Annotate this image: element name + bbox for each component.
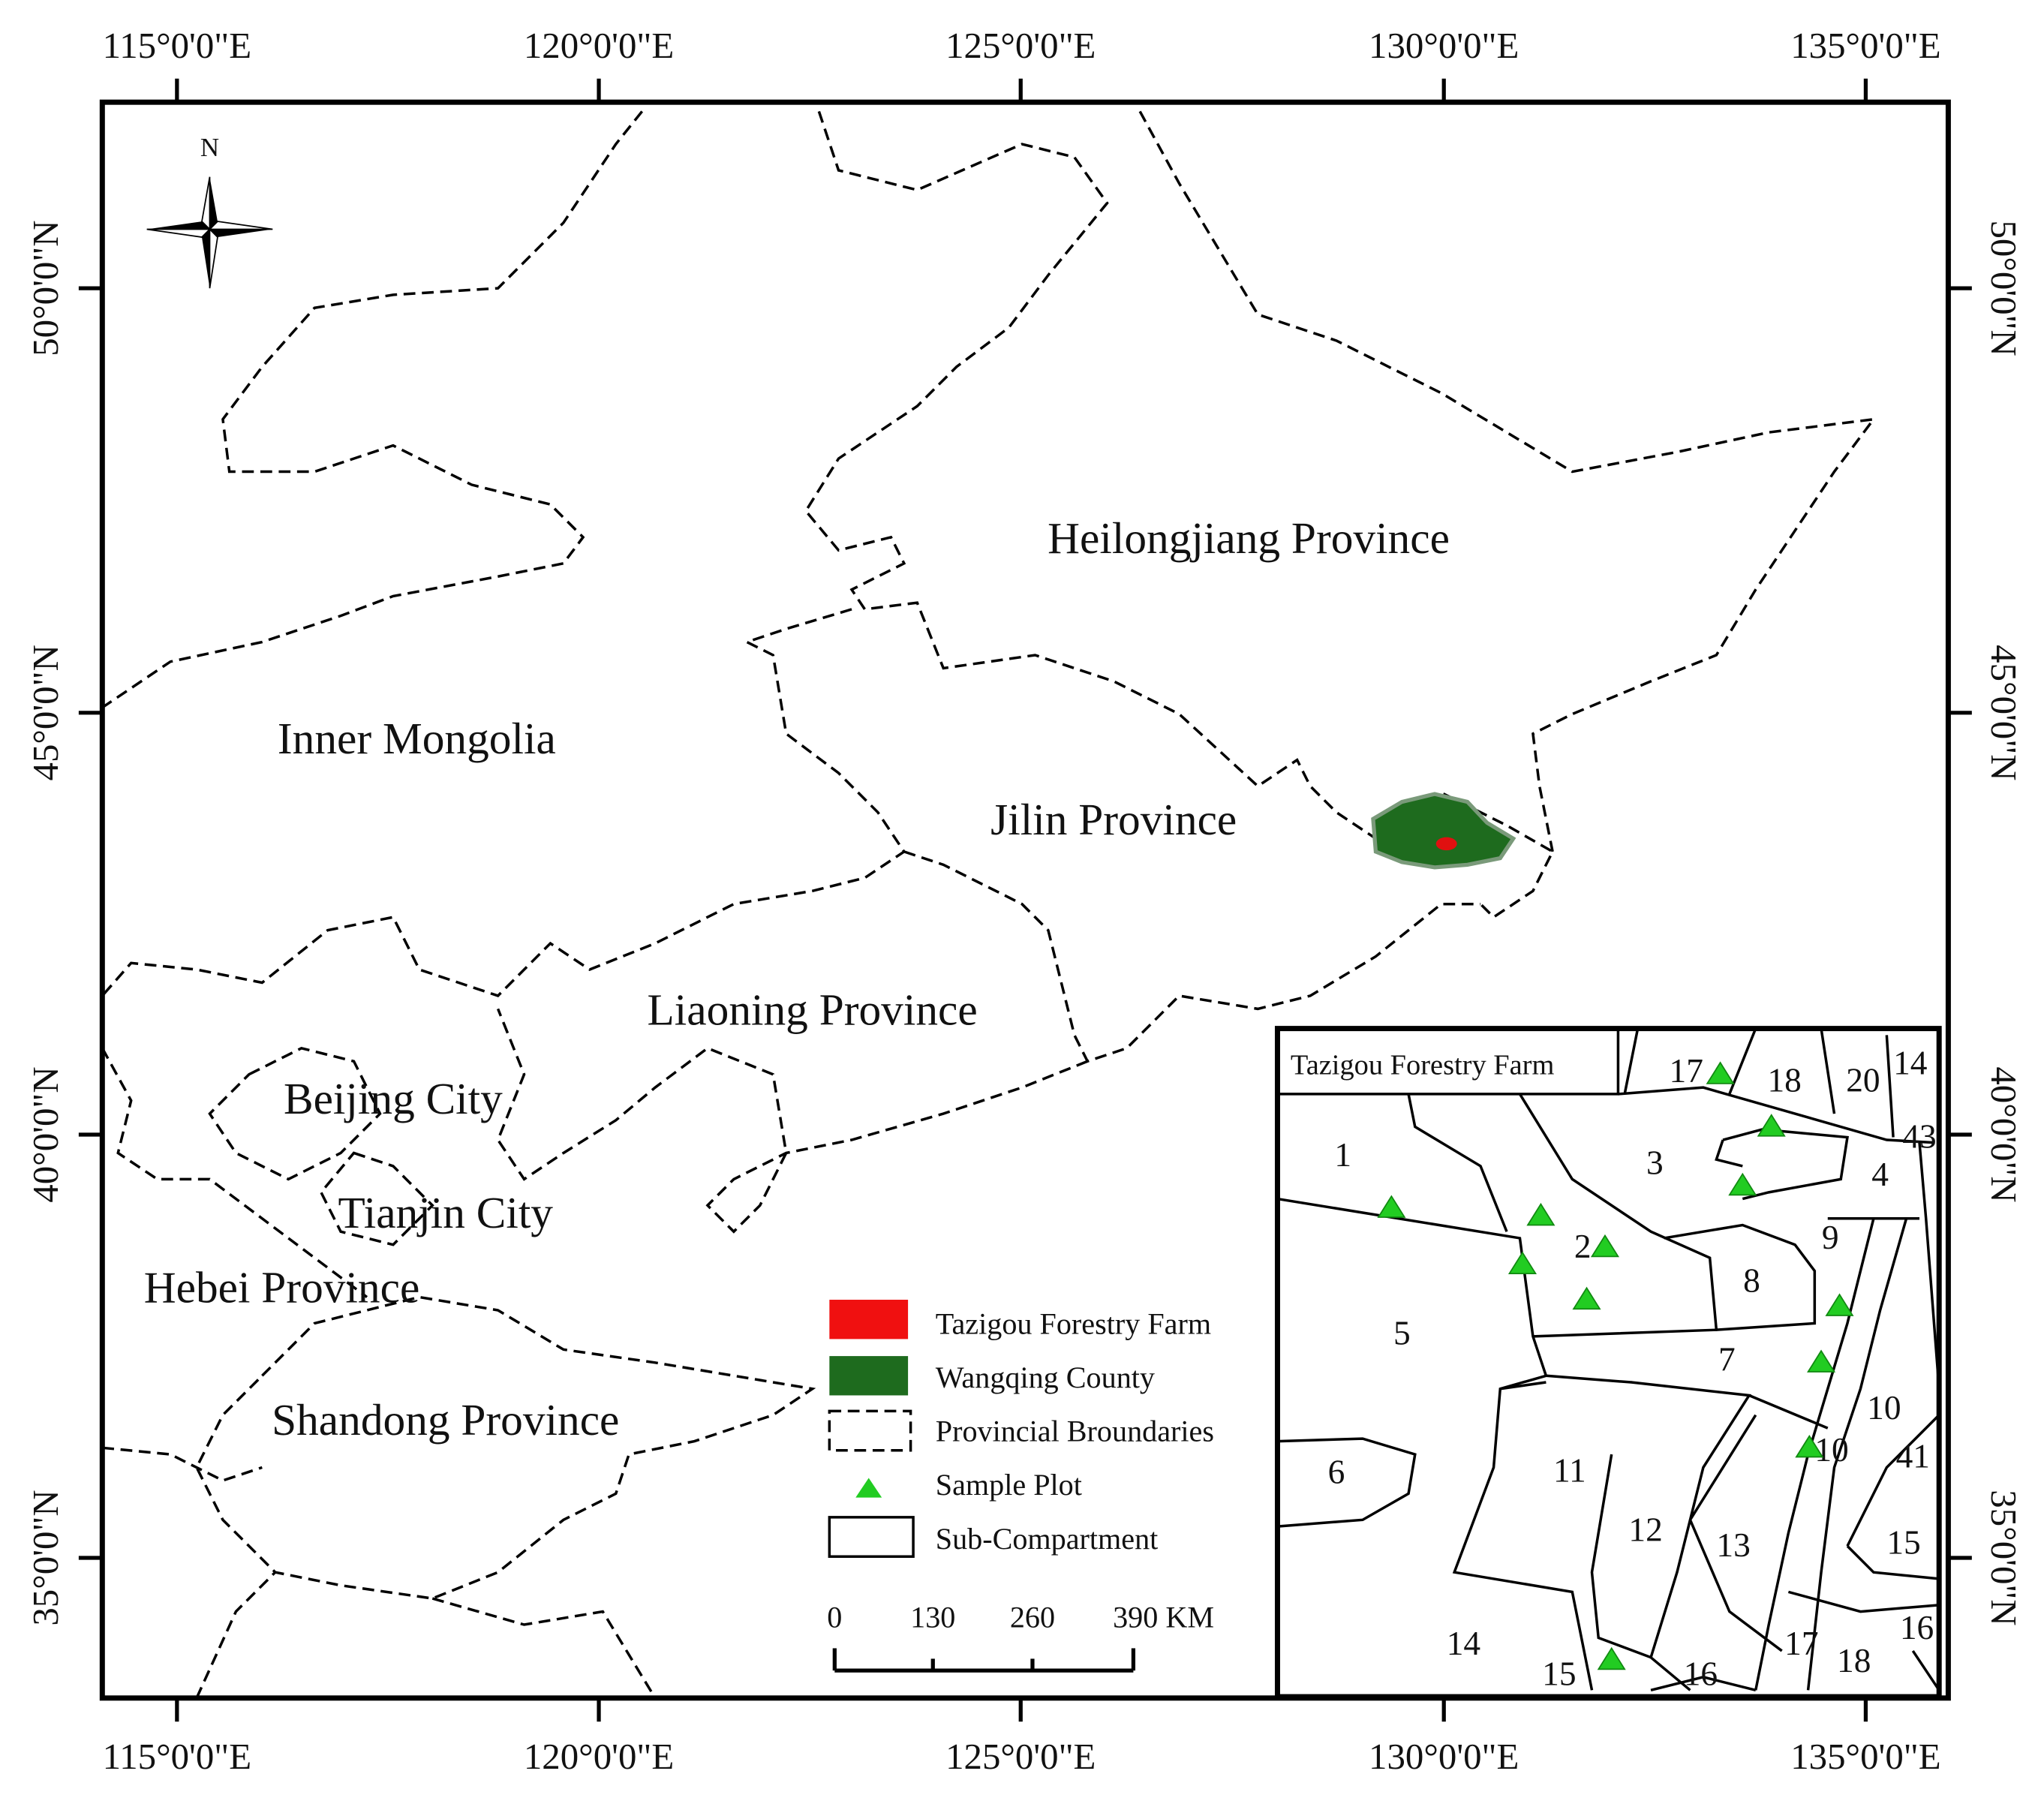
- sub-compartment-label: 9: [1822, 1219, 1839, 1256]
- sub-compartment-label: 20: [1846, 1061, 1880, 1099]
- sub-compartment-label: 3: [1646, 1144, 1664, 1181]
- lon-label: 135°0'0"E: [1790, 1736, 1940, 1777]
- province-label: Heilongjiang Province: [1048, 513, 1450, 563]
- wangqing-county: [1371, 792, 1516, 870]
- sample-plot: [1728, 1172, 1757, 1196]
- sub-compartment-label: 7: [1718, 1340, 1736, 1378]
- sub-compartment-label: 4: [1871, 1156, 1889, 1193]
- lat-label: 40°0'0"N: [1983, 1066, 2024, 1202]
- lat-label: 35°0'0"N: [25, 1490, 66, 1625]
- legend-label: Wangqing County: [936, 1361, 1155, 1394]
- province-label: Shandong Province: [272, 1395, 619, 1445]
- sub-compartment-label: 15: [1542, 1655, 1576, 1692]
- sub-compartment-label: 8: [1743, 1262, 1760, 1300]
- lon-label: 125°0'0"E: [945, 1736, 1096, 1777]
- map-frame: [99, 99, 1951, 1701]
- sample-plot: [1590, 1234, 1619, 1258]
- inset-map: Tazigou Forestry Farm 1 317 18 20 1443492857…: [1274, 1026, 1942, 1700]
- sub-compartment-label: 12: [1628, 1511, 1662, 1548]
- lon-label: 125°0'0"E: [945, 25, 1096, 66]
- compass: N: [146, 133, 273, 289]
- sub-compartment-label: 16: [1900, 1609, 1934, 1646]
- legend-label: Tazigou Forestry Farm: [936, 1306, 1211, 1340]
- sub-compartment-label: 18: [1767, 1061, 1801, 1099]
- sample-plot: [1807, 1349, 1836, 1373]
- province-label: Liaoning Province: [648, 985, 978, 1034]
- lat-label: 50°0'0"N: [1983, 220, 2024, 356]
- sub-compartment-label: 10: [1814, 1431, 1848, 1469]
- sub-compartment-label: 17: [1784, 1625, 1818, 1662]
- sub-compartment-label: 1: [1334, 1136, 1351, 1174]
- scale-label: 390 KM: [1113, 1601, 1214, 1634]
- province-label: Inner Mongolia: [278, 714, 556, 763]
- compass-label: N: [200, 133, 219, 162]
- sample-plot: [1572, 1286, 1601, 1310]
- sub-compartment-label: 5: [1393, 1314, 1411, 1352]
- sub-compartment-label: 43: [1902, 1117, 1936, 1155]
- sample-plot: [1795, 1434, 1824, 1458]
- legend-label: Provincial Broundaries: [936, 1415, 1214, 1448]
- legend-label: Sub-Compartment: [936, 1522, 1159, 1556]
- legend: Tazigou Forestry Farm Wangqing County Prov…: [827, 1300, 1214, 1673]
- legend-label: Sample Plot: [936, 1468, 1082, 1502]
- sample-plot: [1597, 1646, 1626, 1670]
- sample-plot: [1706, 1061, 1735, 1084]
- lat-label: 45°0'0"N: [1983, 645, 2024, 780]
- sample-plot: [1507, 1251, 1538, 1274]
- lat-label: 35°0'0"N: [1983, 1490, 2024, 1625]
- sub-compartment-label: 14: [1447, 1625, 1480, 1662]
- sub-compartment-label: 18: [1837, 1642, 1871, 1679]
- lon-label: 115°0'0"E: [103, 1736, 252, 1777]
- inset-title: Tazigou Forestry Farm: [1291, 1050, 1555, 1081]
- sub-compartment-label: 15: [1886, 1524, 1920, 1562]
- province-label: Hebei Province: [144, 1263, 420, 1312]
- sample-plot: [1526, 1202, 1556, 1226]
- lon-label: 120°0'0"E: [524, 1736, 674, 1777]
- sub-compartment-label: 2: [1574, 1228, 1592, 1265]
- sub-compartment-label: 13: [1716, 1526, 1750, 1564]
- province-label: Jilin Province: [990, 795, 1237, 844]
- lon-label: 135°0'0"E: [1790, 25, 1940, 66]
- sub-compartment-label: 41: [1896, 1438, 1930, 1475]
- sample-plot: [1757, 1114, 1786, 1137]
- lat-label: 45°0'0"N: [25, 645, 66, 780]
- scale-label: 260: [1010, 1601, 1055, 1634]
- province-labels: Heilongjiang Province Inner Mongolia Jilin…: [144, 513, 1450, 1445]
- sample-plot: [1825, 1293, 1854, 1316]
- sub-compartment-label: 11: [1553, 1452, 1586, 1490]
- sub-compartment-label: 16: [1684, 1655, 1718, 1692]
- lon-label: 130°0'0"E: [1369, 1736, 1519, 1777]
- lon-label: 120°0'0"E: [524, 25, 674, 66]
- sub-compartment-label: 17: [1670, 1052, 1703, 1090]
- graticule-labels: 115°0'0"E 120°0'0"E 125°0'0"E 130°0'0"E 135°…: [25, 25, 2024, 1777]
- scale-label: 0: [827, 1601, 842, 1634]
- lon-label: 115°0'0"E: [103, 25, 252, 66]
- lat-label: 40°0'0"N: [25, 1066, 66, 1202]
- scale-label: 130: [910, 1601, 955, 1634]
- sub-compartment-label: 14: [1893, 1045, 1927, 1082]
- sample-plot: [1377, 1195, 1406, 1218]
- sub-compartment-label: 10: [1867, 1389, 1901, 1427]
- province-label: Beijing City: [284, 1074, 503, 1123]
- province-label: Tianjin City: [338, 1188, 554, 1237]
- lon-label: 130°0'0"E: [1369, 25, 1519, 66]
- sub-compartment-label: 6: [1328, 1453, 1345, 1490]
- lat-label: 50°0'0"N: [25, 220, 66, 356]
